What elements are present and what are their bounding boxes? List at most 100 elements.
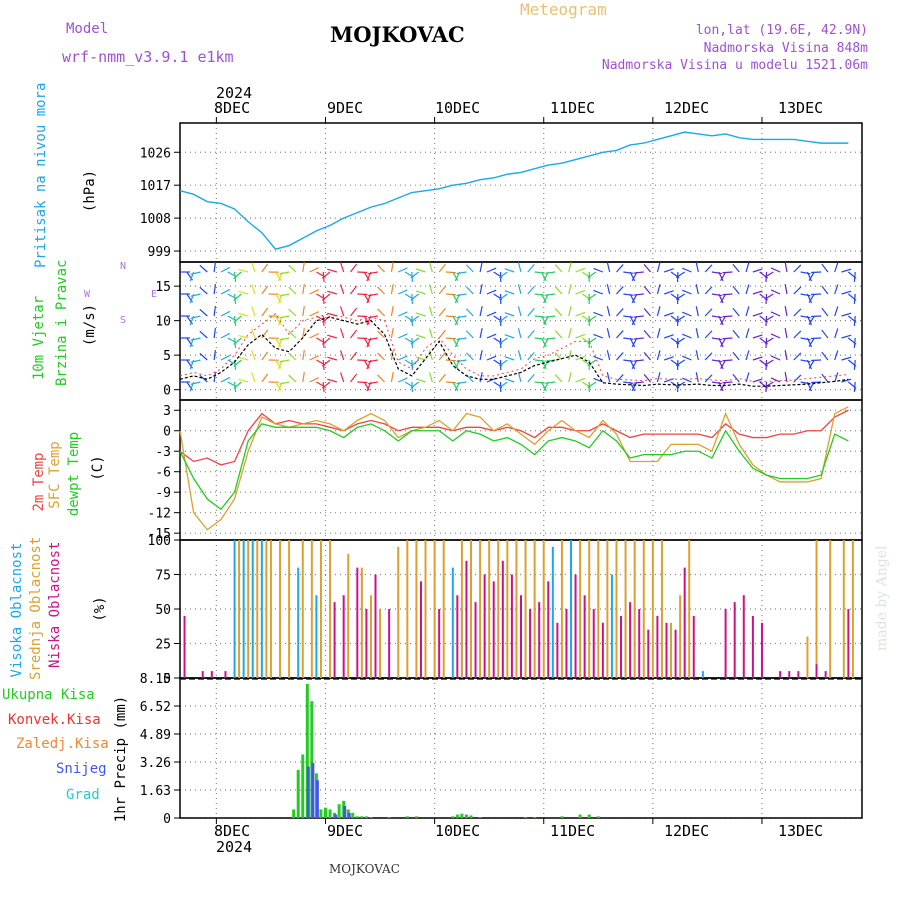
wind-barb (340, 262, 345, 273)
wind-barb (800, 271, 811, 275)
wind-barb (199, 264, 208, 273)
precip-total-bar (337, 804, 341, 818)
wind-barb (656, 372, 661, 383)
wind-barb (363, 315, 370, 325)
wind-barb (363, 271, 370, 281)
temp-sfc-line (179, 406, 849, 531)
wind-barb (853, 359, 856, 371)
wind-barb (377, 308, 386, 317)
wind-barb (498, 337, 508, 345)
wind-barb (633, 359, 644, 362)
wind-barb (357, 381, 368, 384)
wind-barb (220, 266, 231, 273)
wind-barb (821, 285, 829, 295)
panel-frame (179, 122, 863, 263)
wind-barb (397, 355, 408, 361)
wind-barb (675, 315, 686, 322)
wind-barb (568, 306, 572, 317)
precip-total-bar (369, 817, 373, 818)
wind-barb (534, 293, 545, 296)
wind-barb (410, 359, 420, 367)
wind-barb (720, 359, 727, 369)
wind-barb (675, 359, 686, 366)
wind-barb (752, 334, 763, 339)
wind-barb (718, 271, 724, 282)
wind-barb (309, 311, 319, 317)
wind-barb (517, 328, 522, 339)
wind-barb (465, 286, 474, 295)
wind-barb (377, 286, 386, 295)
wind-barb (410, 315, 420, 323)
wind-barb (732, 285, 740, 295)
wind-barb (793, 374, 802, 383)
wind-barb (811, 271, 822, 274)
wind-barb (806, 315, 813, 326)
precip-total-bar (405, 816, 409, 818)
wind-barb (808, 271, 815, 281)
wind-barb (554, 264, 563, 273)
wind-barb (309, 289, 319, 295)
wind-barb (764, 315, 774, 322)
precip-total-bar (292, 809, 296, 818)
wind-barb (745, 350, 750, 361)
wind-barb (199, 308, 208, 317)
wind-barb (428, 262, 433, 273)
wind-barb (540, 271, 547, 282)
wind-barb (554, 330, 563, 339)
wind-barb (568, 350, 572, 361)
precip-snow-bar (311, 763, 315, 818)
wind-barb (695, 306, 699, 317)
wind-barb (722, 359, 733, 362)
wind-barb (554, 308, 563, 317)
wind-barb (656, 306, 661, 317)
wind-barb (213, 328, 217, 339)
wind-barb (367, 271, 378, 275)
wind-barb (415, 268, 426, 273)
lonlat-label: lon,lat (19.6E, 42.9N) (695, 23, 868, 38)
wind-barb (711, 293, 722, 297)
y-tick-label: -3 (155, 445, 171, 460)
wind-barb (190, 359, 201, 363)
wind-barb (784, 350, 788, 361)
wind-barb (363, 359, 370, 369)
wind-barb (784, 372, 788, 383)
wind-barb (720, 293, 727, 303)
wind-barb (593, 333, 604, 339)
y-tick-label: 1017 (140, 179, 171, 194)
wind-barb (545, 293, 556, 296)
wind-barb (288, 330, 297, 339)
wind-barb (575, 355, 586, 361)
wind-barb (633, 315, 644, 318)
wind-barb (793, 264, 802, 273)
wind-barb (841, 268, 852, 273)
wind-barb (238, 312, 249, 317)
wind-barb (534, 271, 545, 274)
wind-barb (445, 271, 456, 274)
y-tick-label: -9 (155, 486, 171, 501)
wind-barb (309, 377, 319, 383)
y-tick-label: 1008 (140, 212, 171, 227)
precip-total-bar (578, 814, 582, 818)
wind-barb (302, 328, 305, 339)
wind-barb (288, 374, 297, 383)
wind-barb (821, 373, 829, 383)
wind-barb (363, 293, 370, 303)
wind-barb (288, 286, 297, 295)
precip-total-bar (464, 814, 468, 818)
wind-barb (486, 311, 497, 317)
wind-barb (465, 264, 474, 273)
wind-barb (704, 352, 713, 361)
wind-barb (340, 306, 345, 317)
wind-barb (631, 271, 638, 282)
y-tick-label: 0 (163, 672, 171, 687)
wind-barb (587, 359, 597, 367)
wind-barb (456, 337, 467, 341)
wind-barb (711, 271, 722, 275)
wind-barb (302, 284, 305, 295)
wind-barb (456, 381, 467, 385)
wind-barb (800, 359, 811, 363)
y-tick-label: -12 (148, 507, 171, 522)
wind-barb (834, 350, 839, 361)
wind-barb (841, 312, 852, 317)
wind-barb (479, 350, 483, 361)
